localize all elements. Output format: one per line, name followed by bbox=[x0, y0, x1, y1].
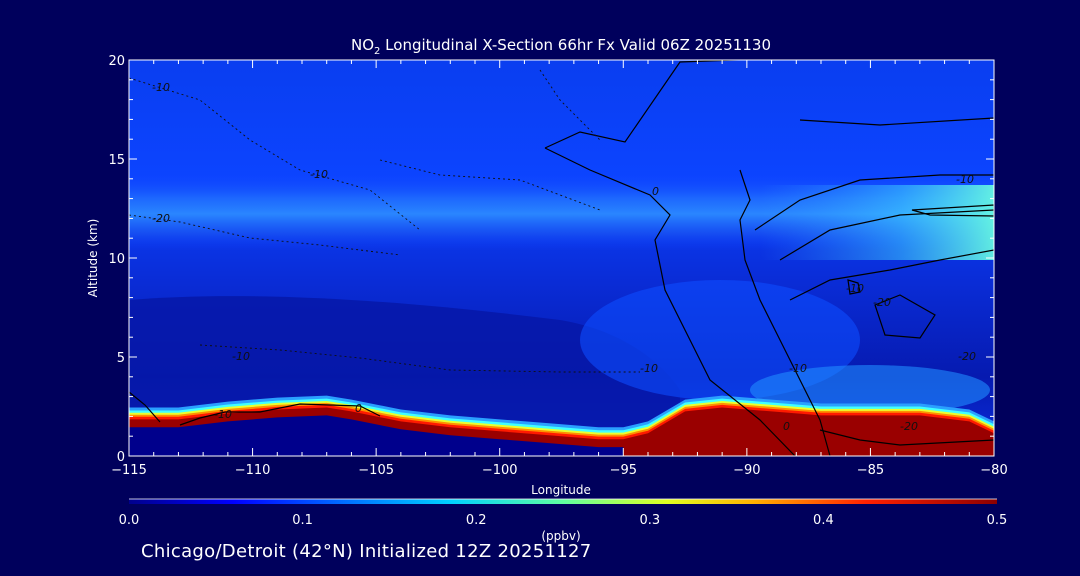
contour-line bbox=[179, 403, 381, 426]
contour-label: -10 bbox=[789, 362, 807, 375]
contour-line bbox=[129, 391, 161, 423]
colorbar-tick-label: 0.5 bbox=[987, 513, 1008, 528]
contour-label: -10 bbox=[214, 408, 232, 421]
y-tick-label: 5 bbox=[117, 351, 125, 366]
x-tick-label: −100 bbox=[482, 463, 518, 478]
colorbar-tick-label: 0.3 bbox=[639, 513, 660, 528]
x-tick-label: −95 bbox=[610, 463, 637, 478]
lower-blob-east bbox=[750, 365, 990, 415]
contour-label: 0 bbox=[652, 185, 659, 198]
dotted-contour bbox=[379, 159, 601, 211]
contour-line bbox=[544, 147, 796, 456]
contour-line bbox=[819, 429, 994, 446]
contour-closed bbox=[911, 204, 994, 217]
colorbar bbox=[129, 499, 997, 504]
contour-label: -20 bbox=[873, 296, 891, 309]
x-axis-label: Longitude bbox=[531, 483, 591, 497]
x-axis: −115 −110 −105 −100 −95 −90 −85 −80 bbox=[111, 60, 1008, 478]
contour-line bbox=[799, 117, 994, 126]
terrain bbox=[129, 415, 624, 456]
contour-line bbox=[739, 169, 831, 456]
x-tick-label: −85 bbox=[857, 463, 884, 478]
contour-closed bbox=[874, 294, 936, 339]
dotted-contour bbox=[199, 344, 640, 373]
dotted-contour bbox=[129, 77, 421, 231]
contour-label: -10 bbox=[152, 81, 170, 94]
y-tick-label: 0 bbox=[117, 450, 125, 465]
y-tick-label: 10 bbox=[108, 252, 125, 267]
contour-label: -10 bbox=[846, 282, 864, 295]
upper-no2-band-east bbox=[760, 185, 994, 260]
colorbar-tick-label: 0.1 bbox=[292, 513, 313, 528]
contour-closed bbox=[847, 279, 861, 295]
contour-label: -10 bbox=[232, 350, 250, 363]
x-tick-label: −110 bbox=[235, 463, 271, 478]
contour-label: -10 bbox=[956, 173, 974, 186]
contour-label-group: -10 -10 -20 -10 0 -10 0 -10 -20 -10 -10 … bbox=[152, 81, 976, 433]
contour-line bbox=[789, 249, 994, 301]
chart-title: NO2 Longitudinal X-Section 66hr Fx Valid… bbox=[351, 36, 771, 57]
contour-label: -10 bbox=[310, 168, 328, 181]
contour-label: -20 bbox=[152, 212, 170, 225]
contour-label: -20 bbox=[900, 420, 918, 433]
mid-level-blob bbox=[580, 280, 860, 400]
colorbar-tick-label: 0.4 bbox=[813, 513, 834, 528]
x-tick-label: −90 bbox=[733, 463, 760, 478]
colorbar-ticks: 0.0 0.1 0.2 0.3 0.4 0.5 bbox=[119, 498, 1008, 528]
contour-line bbox=[779, 209, 994, 261]
colorbar-tick-label: 0.2 bbox=[466, 513, 487, 528]
plot-area: -10 -10 -20 -10 0 -10 0 -10 -20 -10 -10 … bbox=[129, 60, 994, 456]
dotted-contours bbox=[129, 69, 640, 373]
x-tick-label: −115 bbox=[111, 463, 147, 478]
y-axis: 0 5 10 15 20 bbox=[108, 54, 994, 465]
contour-label: 0 bbox=[355, 402, 362, 415]
x-tick-label: −80 bbox=[980, 463, 1007, 478]
colorbar-label: (ppbv) bbox=[541, 529, 580, 543]
dotted-contour bbox=[129, 214, 401, 256]
contour-line bbox=[754, 174, 994, 231]
colorbar-tick-label: 0.0 bbox=[119, 513, 140, 528]
x-tick-label: −105 bbox=[358, 463, 394, 478]
contour-label: -10 bbox=[640, 362, 658, 375]
contour-label: 0 bbox=[783, 420, 790, 433]
footer-caption: Chicago/Detroit (42°N) Initialized 12Z 2… bbox=[141, 541, 592, 562]
y-tick-label: 20 bbox=[108, 54, 125, 69]
y-tick-label: 15 bbox=[108, 153, 125, 168]
dotted-contour bbox=[539, 69, 601, 141]
contour-label: -20 bbox=[958, 350, 976, 363]
y-axis-label: Altitude (km) bbox=[86, 219, 100, 298]
